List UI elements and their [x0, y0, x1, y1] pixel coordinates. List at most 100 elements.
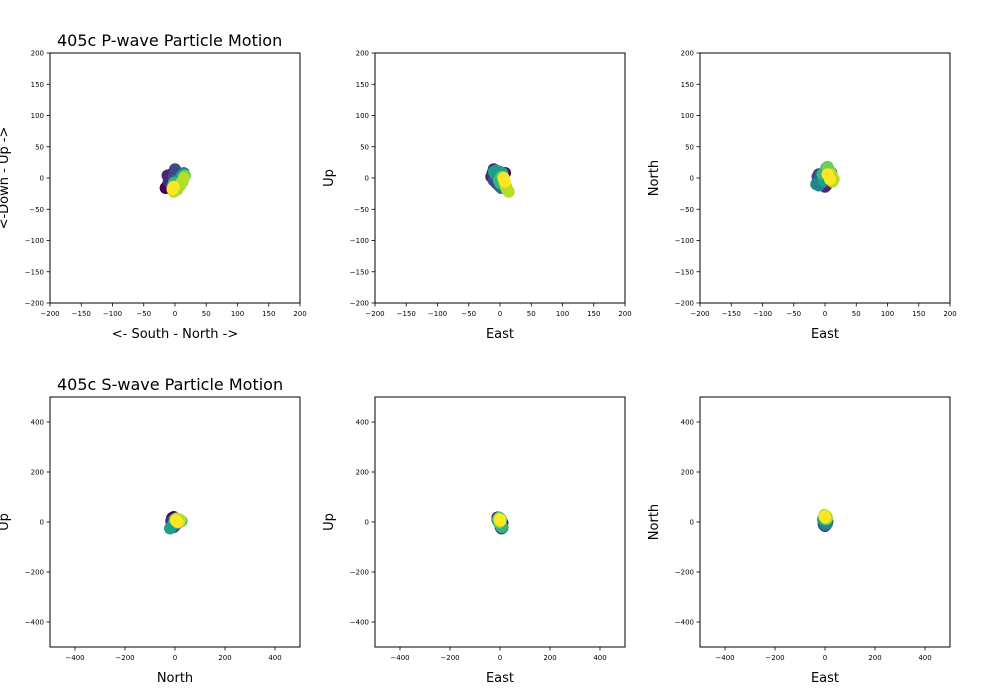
x-tick-label: 0 — [823, 654, 827, 662]
y-tick-label: −50 — [29, 206, 44, 214]
y-tick-label: 200 — [31, 50, 44, 58]
y-tick-label: −100 — [350, 237, 369, 245]
data-point — [170, 514, 182, 527]
x-tick-label: −100 — [103, 310, 122, 318]
x-tick-label: −200 — [40, 310, 59, 318]
x-tick-label: 400 — [593, 654, 606, 662]
x-tick-label: 100 — [556, 310, 569, 318]
x-tick-label: −100 — [428, 310, 447, 318]
y-tick-label: 0 — [40, 175, 44, 183]
x-tick-label: 0 — [173, 654, 177, 662]
y-tick-label: −200 — [25, 569, 44, 577]
y-axis-label: Up — [322, 513, 337, 531]
x-tick-label: −200 — [440, 654, 459, 662]
y-axis-label: Up — [0, 513, 12, 531]
x-axis-label: <- South - North -> — [112, 327, 239, 342]
y-tick-label: −200 — [25, 300, 44, 308]
data-point — [821, 168, 834, 181]
x-tick-label: 200 — [543, 654, 556, 662]
y-tick-label: 50 — [685, 143, 694, 151]
y-tick-label: 150 — [356, 81, 369, 89]
x-tick-label: 150 — [587, 310, 600, 318]
x-tick-label: 200 — [868, 654, 881, 662]
x-tick-label: 400 — [268, 654, 281, 662]
y-tick-label: −400 — [25, 619, 44, 627]
y-tick-label: −400 — [350, 619, 369, 627]
x-tick-label: 0 — [823, 310, 827, 318]
x-tick-label: −50 — [136, 310, 151, 318]
chart-panel-2: −200 −150 −100 −50 0 50 100 150 200 −200 −150 −100 −… — [322, 50, 632, 343]
chart-panel-4: −400 −200 0 200 400 −400 −200 0 200 400 North Up 405… — [0, 375, 301, 686]
chart-panel-3: −200 −150 −100 −50 0 50 100 150 200 −200 −150 −100 −… — [647, 50, 957, 343]
x-tick-label: 200 — [293, 310, 306, 318]
x-tick-label: −50 — [461, 310, 476, 318]
x-tick-label: −400 — [390, 654, 409, 662]
x-tick-label: 100 — [231, 310, 244, 318]
y-axis-label: <-Down - Up -> — [0, 127, 12, 230]
y-tick-label: 150 — [681, 81, 694, 89]
x-tick-label: −50 — [786, 310, 801, 318]
x-axis-label: East — [486, 327, 514, 342]
x-tick-label: 400 — [918, 654, 931, 662]
y-tick-label: −150 — [350, 268, 369, 276]
y-tick-label: 400 — [681, 419, 694, 427]
y-tick-label: 150 — [31, 81, 44, 89]
y-tick-label: 0 — [365, 175, 369, 183]
x-tick-label: −200 — [690, 310, 709, 318]
y-tick-label: −100 — [25, 237, 44, 245]
x-tick-label: 100 — [881, 310, 894, 318]
y-tick-label: −100 — [675, 237, 694, 245]
y-tick-label: 100 — [31, 112, 44, 120]
chart-panel-1: −200 −150 −100 −50 0 50 100 150 200 −200 −150 −100 −… — [0, 31, 307, 342]
x-tick-label: 0 — [498, 654, 502, 662]
y-tick-label: 100 — [356, 112, 369, 120]
x-tick-label: 0 — [173, 310, 177, 318]
y-tick-label: 400 — [31, 419, 44, 427]
y-tick-label: 200 — [356, 50, 369, 58]
x-tick-label: 150 — [262, 310, 275, 318]
y-tick-label: 200 — [681, 50, 694, 58]
y-tick-label: 50 — [360, 143, 369, 151]
panel-title: 405c P-wave Particle Motion — [57, 31, 282, 50]
data-point — [494, 513, 506, 526]
y-tick-label: 0 — [690, 519, 694, 527]
y-tick-label: −50 — [679, 206, 694, 214]
x-tick-label: −100 — [753, 310, 772, 318]
y-tick-label: 200 — [356, 469, 369, 477]
data-point — [818, 510, 831, 522]
x-tick-label: −200 — [765, 654, 784, 662]
y-tick-label: −150 — [25, 268, 44, 276]
x-axis-label: East — [811, 671, 839, 686]
y-tick-label: 100 — [681, 112, 694, 120]
y-axis-label: Up — [322, 169, 337, 187]
x-tick-label: 0 — [498, 310, 502, 318]
y-tick-label: 400 — [356, 419, 369, 427]
x-tick-label: 50 — [852, 310, 861, 318]
chart-panel-5: −400 −200 0 200 400 −400 −200 0 200 400 East Up — [322, 396, 626, 686]
x-tick-label: 200 — [943, 310, 956, 318]
y-tick-label: −200 — [675, 300, 694, 308]
y-tick-label: −200 — [675, 569, 694, 577]
x-axis-label: East — [811, 327, 839, 342]
y-tick-label: −150 — [675, 268, 694, 276]
data-point — [167, 180, 180, 193]
x-tick-label: −400 — [715, 654, 734, 662]
x-tick-label: 150 — [912, 310, 925, 318]
x-tick-label: 50 — [202, 310, 211, 318]
x-tick-label: −150 — [72, 310, 91, 318]
y-tick-label: −200 — [350, 300, 369, 308]
y-axis-label: North — [647, 160, 662, 196]
chart-panel-6: −400 −200 0 200 400 −400 −200 0 200 400 East North — [647, 396, 951, 686]
y-tick-label: −400 — [675, 619, 694, 627]
data-point — [497, 172, 510, 184]
y-tick-label: 0 — [365, 519, 369, 527]
x-axis-label: East — [486, 671, 514, 686]
x-tick-label: 200 — [618, 310, 631, 318]
x-tick-label: 50 — [527, 310, 536, 318]
x-tick-label: 200 — [218, 654, 231, 662]
x-axis-label: North — [157, 671, 193, 686]
x-tick-label: −400 — [65, 654, 84, 662]
y-tick-label: 0 — [690, 175, 694, 183]
y-tick-label: −50 — [354, 206, 369, 214]
